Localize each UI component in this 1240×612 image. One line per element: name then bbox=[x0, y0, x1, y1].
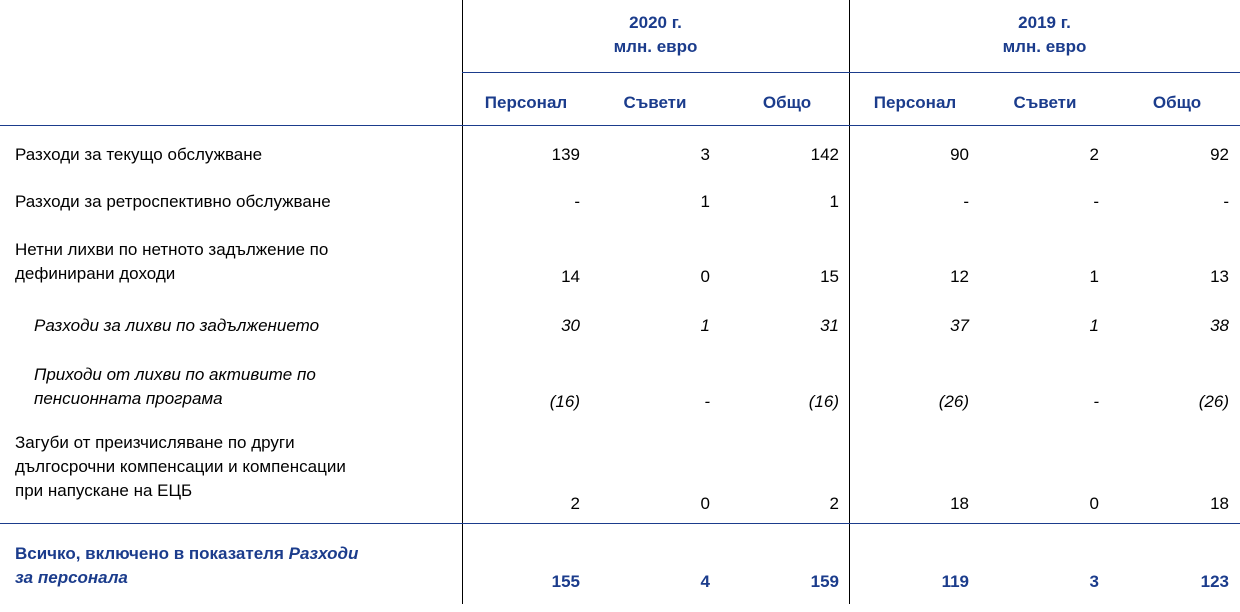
cell-r4-c2: 1 bbox=[700, 316, 710, 335]
total-c6: 123 bbox=[1200, 572, 1229, 591]
year-2019-label: 2019 г. bbox=[1018, 13, 1071, 32]
cell-r2-c4: - bbox=[963, 192, 969, 211]
total-c2: 4 bbox=[700, 572, 710, 591]
row-label-past-service: Разходи за ретроспективно обслужване bbox=[15, 192, 331, 211]
cell-r1-c3: 142 bbox=[810, 145, 839, 164]
cell-r5-c1: (16) bbox=[549, 392, 580, 411]
cell-r3-c4: 12 bbox=[950, 267, 969, 286]
cell-r5-c2: - bbox=[704, 392, 710, 411]
cell-r2-c5: - bbox=[1093, 192, 1099, 211]
total-c1: 155 bbox=[551, 572, 580, 591]
cell-r2-c1: - bbox=[574, 192, 580, 211]
row-label-line: Нетни лихви по нетното задължение по bbox=[15, 240, 329, 259]
row-label-interest-income: Приходи от лихви по активите по пенсионн… bbox=[34, 363, 474, 411]
unit-2019-label: млн. евро bbox=[1002, 37, 1087, 56]
cell-r6-c1: 2 bbox=[570, 494, 580, 513]
year-header-rule bbox=[462, 72, 1240, 73]
total-c3: 159 bbox=[810, 572, 839, 591]
cell-r4-c1: 30 bbox=[561, 316, 580, 335]
col-header-total-2019: Общо bbox=[1152, 93, 1202, 112]
col-header-board-2019: Съвети bbox=[1013, 93, 1077, 112]
row-label-current-service: Разходи за текущо обслужване bbox=[15, 145, 263, 164]
cell-r1-c2: 3 bbox=[700, 145, 710, 164]
unit-2020-label: млн. евро bbox=[613, 37, 698, 56]
row-label-interest-expense: Разходи за лихви по задължението bbox=[34, 316, 320, 335]
cell-r4-c5: 1 bbox=[1089, 316, 1099, 335]
row-label-line: пенсионната програма bbox=[34, 389, 223, 408]
cell-r6-c5: 0 bbox=[1089, 494, 1099, 513]
cell-r4-c6: 38 bbox=[1210, 316, 1229, 335]
total-label-italic-1: Разходи bbox=[288, 544, 359, 563]
year-2020-header: 2020 г. млн. евро bbox=[462, 13, 849, 57]
cell-r6-c3: 2 bbox=[829, 494, 839, 513]
cell-r1-c1: 139 bbox=[551, 145, 580, 164]
cell-r1-c6: 92 bbox=[1210, 145, 1229, 164]
col-header-total-2020: Общо bbox=[762, 93, 812, 112]
cell-r3-c1: 14 bbox=[561, 267, 580, 286]
cell-r2-c2: 1 bbox=[700, 192, 710, 211]
cell-r4-c4: 37 bbox=[950, 316, 969, 335]
col-header-staff-2019: Персонал bbox=[873, 93, 957, 112]
cell-r1-c4: 90 bbox=[950, 145, 969, 164]
cell-r2-c6: - bbox=[1223, 192, 1229, 211]
row-label-line: Загуби от преизчисляване по други bbox=[15, 433, 295, 452]
cell-r6-c2: 0 bbox=[700, 494, 710, 513]
row-label-line: Приходи от лихви по активите по bbox=[34, 365, 316, 384]
cell-r2-c3: 1 bbox=[829, 192, 839, 211]
col-header-board-2020: Съвети bbox=[623, 93, 687, 112]
year-2019-header: 2019 г. млн. евро bbox=[849, 13, 1240, 57]
cell-r1-c5: 2 bbox=[1089, 145, 1099, 164]
cell-r3-c6: 13 bbox=[1210, 267, 1229, 286]
row-label-line: дългосрочни компенсации и компенсации bbox=[15, 457, 346, 476]
cell-r5-c4: (26) bbox=[938, 392, 969, 411]
total-label-italic-2: за персонала bbox=[15, 568, 128, 587]
total-c4: 119 bbox=[941, 572, 969, 591]
col-header-staff-2020: Персонал bbox=[484, 93, 568, 112]
total-rule bbox=[0, 523, 1240, 524]
cell-r3-c2: 0 bbox=[700, 267, 710, 286]
cell-r5-c3: (16) bbox=[808, 392, 839, 411]
cell-r6-c4: 18 bbox=[950, 494, 969, 513]
year-2020-label: 2020 г. bbox=[629, 13, 682, 32]
row-label-remeasurement-losses: Загуби от преизчисляване по други дългос… bbox=[15, 431, 455, 503]
total-c5: 3 bbox=[1089, 572, 1099, 591]
total-label-line-1: Всичко, включено в показателя Разходи bbox=[15, 542, 455, 566]
cell-r3-c5: 1 bbox=[1089, 267, 1099, 286]
cell-r3-c3: 15 bbox=[820, 267, 839, 286]
row-label-line: дефинирани доходи bbox=[15, 264, 176, 283]
header-rule bbox=[0, 125, 1240, 126]
cell-r5-c6: (26) bbox=[1198, 392, 1229, 411]
column-divider-2020 bbox=[462, 0, 463, 604]
column-divider-2019 bbox=[849, 0, 850, 604]
cell-r5-c5: - bbox=[1093, 392, 1099, 411]
total-label-prefix: Всичко, включено в показателя bbox=[15, 544, 289, 563]
row-label-net-interest: Нетни лихви по нетното задължение по деф… bbox=[15, 238, 455, 286]
cell-r6-c6: 18 bbox=[1210, 494, 1229, 513]
row-label-line: при напускане на ЕЦБ bbox=[15, 481, 193, 500]
cell-r4-c3: 31 bbox=[820, 316, 839, 335]
row-label-total: Всичко, включено в показателя Разходи за… bbox=[15, 542, 455, 590]
